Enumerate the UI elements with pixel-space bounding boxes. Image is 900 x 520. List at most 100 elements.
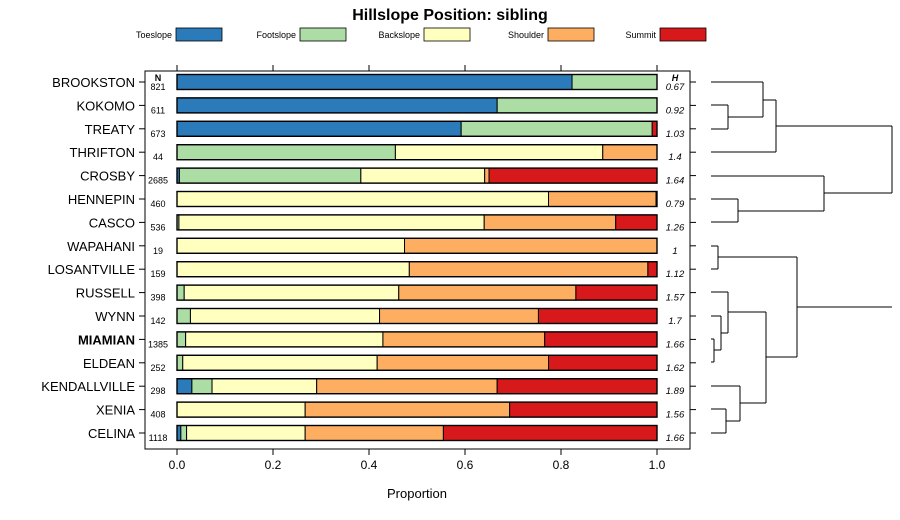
row-russell: RUSSELL 398 1.57 (76, 284, 696, 304)
bar-segment-summit (615, 214, 658, 231)
x-tick-label: 0.8 (553, 458, 570, 472)
bar-outline (176, 143, 658, 161)
bar-segment-shoulder (382, 331, 546, 348)
h-value: 0.67 (666, 82, 685, 93)
bar-segment-backslope (176, 191, 550, 207)
soil-label-russell: RUSSELL (76, 286, 135, 301)
bar-outline (176, 120, 658, 138)
n-value: 398 (150, 293, 165, 303)
chart-rows: BROOKSTON 821 0.67 KOKOMO 611 0.92 TREATY 673 1.… (41, 73, 696, 444)
x-tick-label: 0.4 (361, 458, 378, 472)
bar-segment-backslope (176, 237, 406, 254)
bar-outline (176, 354, 658, 371)
bar-outline (176, 424, 658, 442)
row-treaty: TREATY 673 1.03 (85, 120, 696, 140)
n-header: N (155, 73, 162, 83)
h-value: 0.79 (666, 199, 685, 210)
n-value: 2685 (148, 176, 168, 186)
bar-segment-summit (488, 167, 658, 184)
n-value: 19 (153, 246, 163, 256)
bar-segment-backslope (211, 378, 318, 395)
soil-label-hennepin: HENNEPIN (68, 192, 135, 207)
bar-segment-footslope (176, 354, 184, 371)
dendro-branch (711, 81, 776, 130)
bar-segment-backslope (185, 331, 384, 348)
soil-label-brookston: BROOKSTON (52, 75, 135, 90)
row-celina: CELINA 1118 1.66 (88, 424, 696, 444)
bar-segment-shoulder (376, 354, 550, 371)
bar-segment-summit (509, 401, 658, 418)
bar-segment-shoulder (304, 425, 444, 441)
bar-segment-backslope (183, 284, 400, 301)
legend-swatch-shoulder (547, 27, 595, 42)
bar-segment-summit (496, 378, 658, 395)
plot-frame (144, 70, 691, 450)
row-kokomo: KOKOMO 611 0.92 (76, 97, 696, 116)
soil-label-crosby: CROSBY (80, 169, 135, 184)
soil-label-celina: CELINA (88, 426, 135, 441)
n-value: 298 (150, 386, 165, 396)
bar-segment-summit (651, 120, 658, 137)
bar-segment-backslope (186, 425, 306, 441)
bar-segment-footslope (176, 331, 187, 348)
bar-segment-footslope (460, 120, 653, 137)
row-eldean: ELDEAN 252 1.62 (83, 354, 696, 374)
h-value: 1.64 (666, 176, 685, 187)
h-value: 1.66 (666, 339, 685, 350)
legend-swatch-summit (659, 27, 707, 42)
n-value: 673 (150, 129, 165, 139)
row-casco: CASCO 536 1.26 (89, 214, 696, 233)
legend-label-shoulder: Shoulder (508, 30, 544, 40)
h-value: 1.4 (668, 152, 681, 163)
chart-title: Hillslope Position: sibling (352, 7, 548, 24)
x-tick-label: 0.6 (457, 458, 474, 472)
h-value: 1.89 (666, 386, 685, 397)
x-tick-label: 0.2 (265, 458, 282, 472)
n-value: 159 (150, 269, 165, 279)
bar-outline (176, 284, 658, 301)
dendro-branch (711, 126, 893, 223)
x-tick-label: 1.0 (649, 458, 666, 472)
soil-label-xenia: XENIA (96, 403, 135, 418)
soil-label-losantville: LOSANTVILLE (48, 262, 136, 277)
bar-segment-shoulder (379, 308, 539, 324)
row-hennepin: HENNEPIN 460 0.79 (68, 190, 696, 210)
soil-label-kendallville: KENDALLVILLE (41, 379, 135, 394)
h-value: 0.92 (666, 105, 685, 116)
h-value: 1.12 (666, 269, 685, 280)
bar-segment-shoulder (602, 144, 658, 161)
bar-segment-shoulder (304, 401, 511, 418)
bar-segment-shoulder (398, 284, 577, 301)
dendro-branch (711, 257, 892, 434)
bar-segment-footslope (176, 144, 396, 161)
dendro-branch (711, 100, 892, 153)
bar-segment-shoulder (483, 214, 617, 231)
soil-label-kokomo: KOKOMO (76, 98, 135, 113)
soil-label-wynn: WYNN (95, 309, 135, 324)
bar-outline (176, 307, 658, 325)
bar-segment-shoulder (404, 237, 658, 254)
bar-segment-summit (575, 284, 658, 301)
bar-segment-backslope (394, 144, 604, 161)
row-crosby: CROSBY 2685 1.64 (80, 167, 696, 187)
bar-segment-footslope (571, 74, 658, 90)
axis-ticks: 0.0 0.2 0.4 0.6 0.8 1.0 (169, 65, 666, 472)
n-value: 252 (150, 363, 165, 373)
soil-label-eldean: ELDEAN (83, 356, 135, 371)
bar-segment-shoulder (548, 191, 657, 207)
bar-outline (176, 378, 658, 395)
soil-label-casco: CASCO (89, 215, 135, 230)
bar-segment-backslope (176, 261, 410, 278)
bar-segment-footslope (191, 378, 213, 395)
bar-segment-backslope (178, 214, 485, 231)
row-kendallville: KENDALLVILLE 298 1.89 (41, 378, 696, 397)
n-value: 142 (150, 316, 165, 326)
n-value: 821 (150, 82, 165, 92)
row-miamian: MIAMIAN 1385 1.66 (78, 331, 696, 350)
n-value: 460 (150, 199, 165, 209)
bar-outline (176, 97, 658, 114)
row-brookston: BROOKSTON 821 0.67 (52, 73, 696, 93)
bar-outline (176, 401, 658, 418)
bar-outline (176, 190, 658, 208)
